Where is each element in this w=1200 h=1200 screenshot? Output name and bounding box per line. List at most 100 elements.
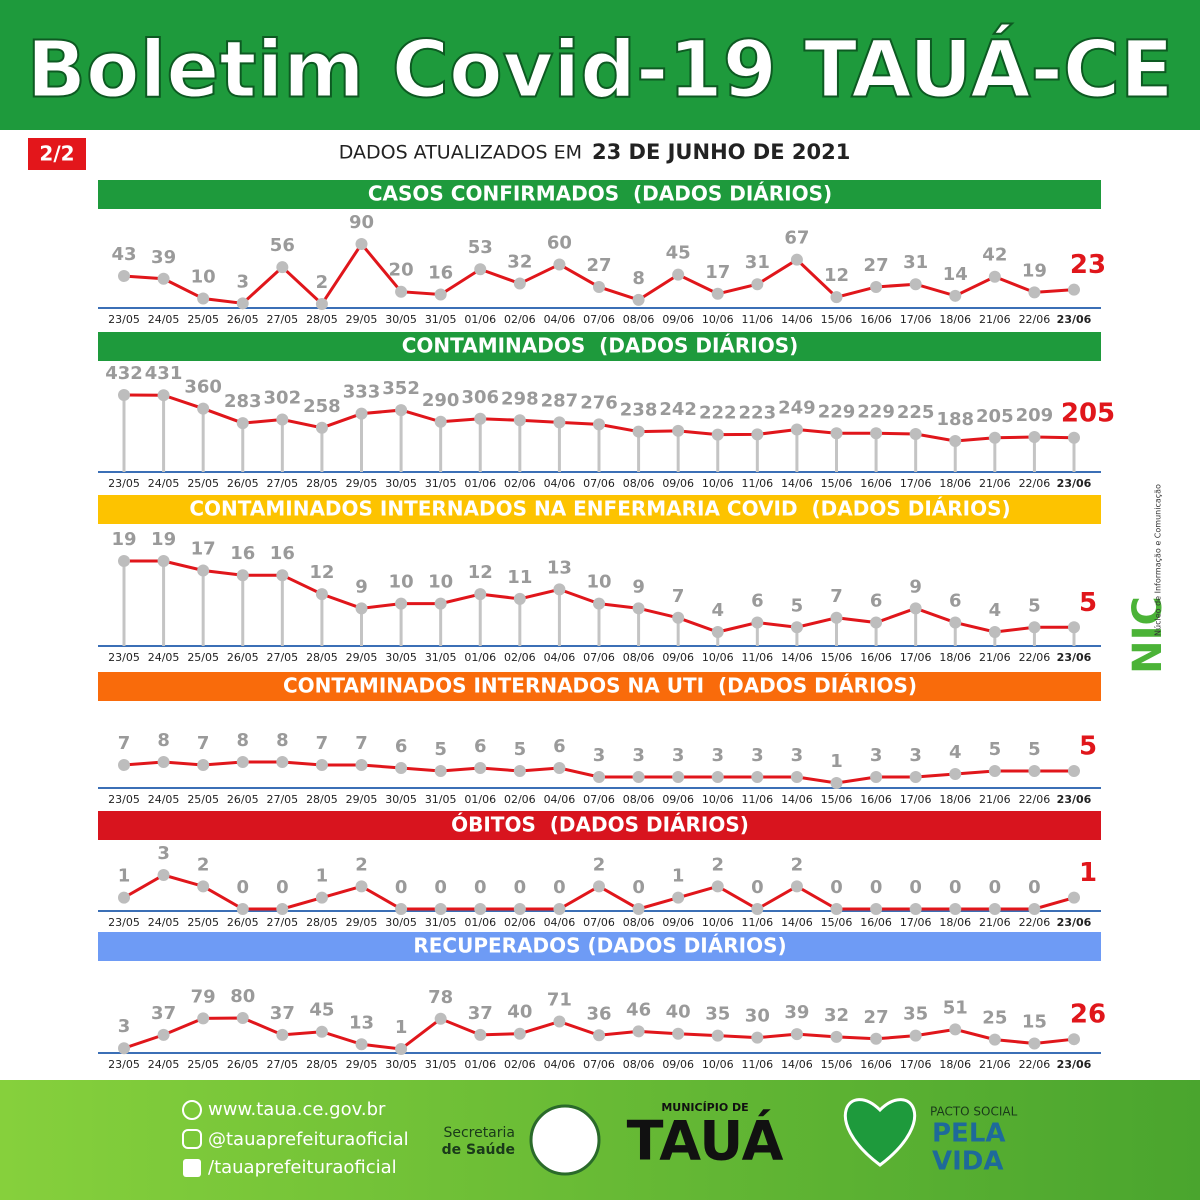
- data-point: [909, 771, 922, 783]
- value-label: 238: [620, 400, 658, 421]
- value-label: 19: [1022, 260, 1047, 281]
- x-tick-label: 10/06: [702, 477, 734, 490]
- value-label: 5: [989, 739, 1002, 760]
- data-point: [1028, 621, 1041, 634]
- value-label: 223: [739, 402, 777, 423]
- x-tick-label: 28/05: [306, 916, 338, 929]
- x-tick-label: 01/06: [464, 916, 496, 929]
- section-title: CASOS CONFIRMADOS (DADOS DIÁRIOS): [368, 182, 832, 206]
- value-label: 352: [382, 378, 420, 399]
- data-point: [276, 413, 289, 426]
- data-point: [632, 425, 645, 438]
- x-tick-label: 10/06: [702, 793, 734, 806]
- data-point: [949, 289, 962, 302]
- x-tick-label: 26/05: [227, 916, 259, 929]
- instagram: @tauaprefeituraoficial: [208, 1129, 409, 1150]
- data-point: [395, 903, 408, 915]
- x-tick-label: 15/06: [821, 793, 853, 806]
- data-point: [1068, 283, 1080, 296]
- x-tick-label: 11/06: [741, 651, 773, 664]
- x-tick-label: 30/05: [385, 793, 417, 806]
- data-point: [870, 903, 883, 915]
- data-point: [870, 427, 883, 440]
- data-point: [236, 756, 249, 768]
- data-point: [790, 1028, 803, 1041]
- value-label: 10: [586, 572, 611, 593]
- x-tick-label: 18/06: [939, 651, 971, 664]
- value-label: 39: [151, 247, 176, 268]
- value-label: 0: [553, 877, 566, 898]
- x-tick-label: 25/05: [187, 916, 219, 929]
- value-label: 0: [989, 877, 1002, 898]
- data-point: [909, 278, 922, 291]
- value-label: 13: [547, 557, 572, 578]
- x-tick-label: 15/06: [821, 1058, 853, 1071]
- x-tick-label: 25/05: [187, 477, 219, 490]
- section-title: RECUPERADOS (DADOS DIÁRIOS): [413, 934, 786, 958]
- x-tick-label: 27/05: [266, 916, 298, 929]
- x-tick-label: 02/06: [504, 1058, 536, 1071]
- value-label: 8: [632, 268, 645, 289]
- data-point: [672, 891, 685, 904]
- value-label: 0: [632, 877, 645, 898]
- value-label: 78: [428, 987, 453, 1008]
- x-tick-label: 09/06: [662, 477, 694, 490]
- data-point: [949, 768, 962, 780]
- data-point: [830, 777, 843, 789]
- value-label: 290: [422, 390, 460, 411]
- value-label: 80: [230, 986, 255, 1007]
- data-point: [1028, 903, 1041, 915]
- x-tick-label: 08/06: [623, 1058, 655, 1071]
- value-label: 7: [355, 733, 368, 754]
- data-point: [513, 765, 526, 777]
- x-tick-label: 18/06: [939, 793, 971, 806]
- x-tick-label: 15/06: [821, 651, 853, 664]
- value-label: 3: [157, 843, 170, 864]
- x-tick-label: 28/05: [306, 477, 338, 490]
- value-label: 30: [745, 1006, 770, 1027]
- x-tick-label: 31/05: [425, 793, 457, 806]
- data-point: [157, 869, 170, 881]
- x-tick-label: 22/06: [1019, 651, 1051, 664]
- x-tick-label: 28/05: [306, 313, 338, 326]
- value-label: 9: [355, 576, 368, 597]
- value-label: 205: [976, 406, 1014, 427]
- side-logo: NIC Núcleo de Informação e Comunicação: [1125, 484, 1171, 674]
- x-tick-label: 10/06: [702, 916, 734, 929]
- data-point: [711, 626, 724, 638]
- value-label: 40: [666, 1002, 691, 1023]
- data-point: [672, 771, 685, 783]
- value-label: 1: [830, 751, 843, 772]
- data-point: [157, 389, 170, 402]
- value-label: 6: [870, 591, 883, 612]
- x-tick-label: 18/06: [939, 477, 971, 490]
- x-tick-label: 21/06: [979, 793, 1011, 806]
- data-point: [355, 238, 368, 250]
- value-label: 3: [672, 745, 685, 766]
- data-point: [197, 292, 210, 305]
- value-label: 40: [507, 1002, 532, 1023]
- value-label: 71: [547, 990, 572, 1011]
- value-label: 56: [270, 235, 295, 256]
- data-point: [751, 616, 764, 629]
- x-tick-label: 24/05: [148, 793, 180, 806]
- x-tick-label: 25/05: [187, 1058, 219, 1071]
- data-point: [395, 762, 408, 774]
- x-tick-label: 08/06: [623, 793, 655, 806]
- value-label: 12: [309, 562, 334, 583]
- top-banner: [0, 0, 1200, 130]
- data-point: [593, 418, 605, 431]
- x-tick-label: 23/05: [108, 477, 140, 490]
- data-point: [553, 1015, 566, 1028]
- x-tick-label: 04/06: [544, 313, 576, 326]
- value-label: 8: [276, 730, 289, 751]
- value-label: 7: [316, 733, 329, 754]
- data-point: [434, 415, 447, 428]
- value-label: 4: [949, 742, 962, 763]
- data-point: [355, 1038, 368, 1051]
- section-title: CONTAMINADOS INTERNADOS NA ENFERMARIA CO…: [189, 497, 1010, 521]
- x-tick-label: 04/06: [544, 793, 576, 806]
- data-point: [632, 293, 645, 306]
- data-point: [672, 424, 685, 437]
- value-label: 7: [672, 586, 685, 607]
